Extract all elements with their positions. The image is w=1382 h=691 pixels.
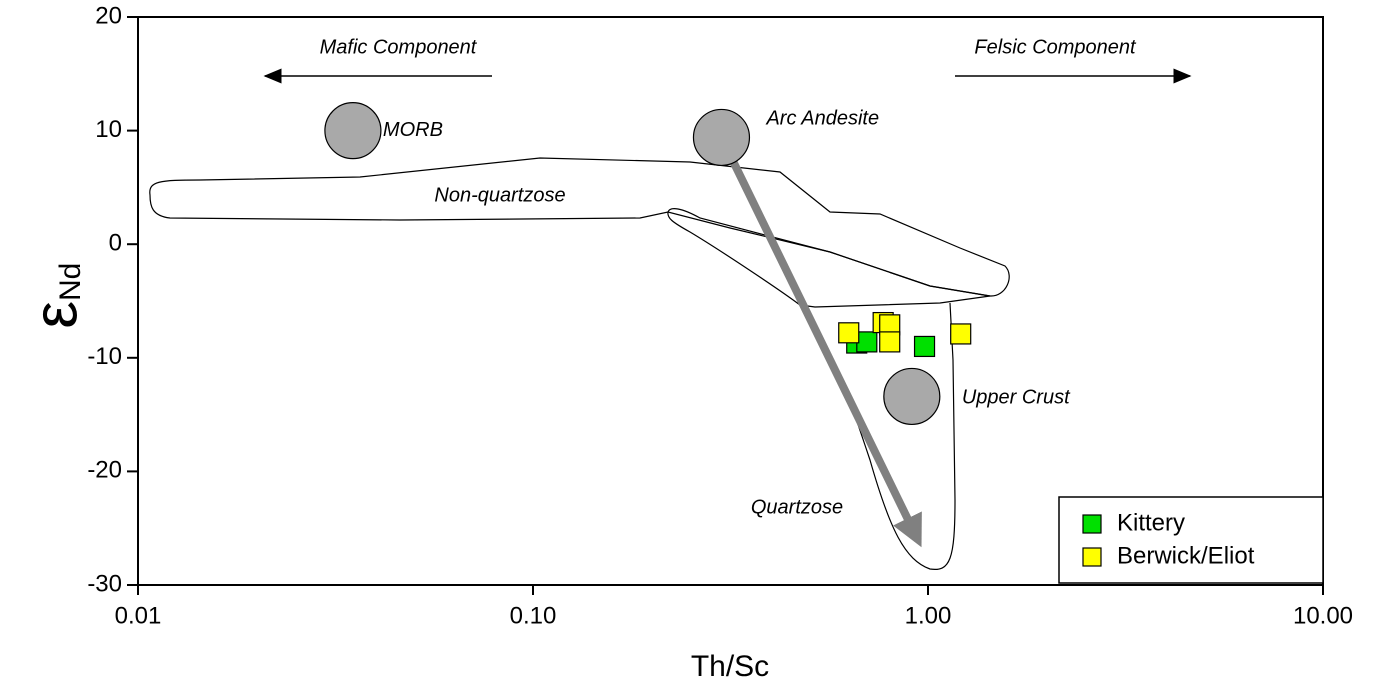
legend-swatch xyxy=(1082,547,1102,567)
annotation: Non-quartzose xyxy=(434,184,565,206)
reference-point xyxy=(324,102,382,160)
data-point xyxy=(838,322,860,344)
data-point xyxy=(950,323,972,345)
plot-frame xyxy=(137,16,1324,586)
y-axis-subscript: Nd xyxy=(54,263,87,301)
legend-swatch xyxy=(1082,514,1102,534)
data-point xyxy=(913,335,936,358)
y-tick-label: 20 xyxy=(95,2,122,29)
x-tick-label: 1.00 xyxy=(905,602,952,629)
annotation: Quartzose xyxy=(751,496,843,518)
legend-label: Berwick/Eliot xyxy=(1117,542,1255,569)
reference-label: Upper Crust xyxy=(962,387,1071,409)
trend-arrow xyxy=(717,135,922,548)
legend-box xyxy=(1058,496,1324,584)
y-tick-label: -30 xyxy=(87,570,122,597)
reference-label: MORB xyxy=(383,119,443,141)
y-axis-title: ε Nd xyxy=(21,263,90,329)
non-quartzose-field xyxy=(149,157,1010,297)
y-axis-symbol: ε xyxy=(21,301,90,329)
legend-label: Kittery xyxy=(1117,509,1185,536)
reference-label: Arc Andesite xyxy=(765,108,879,130)
y-tick-label: -10 xyxy=(87,343,122,370)
y-tick-label: -20 xyxy=(87,457,122,484)
reference-point xyxy=(692,108,751,167)
y-tick-label: 0 xyxy=(109,230,122,257)
y-tick-label: 10 xyxy=(95,116,122,143)
x-tick-label: 10.00 xyxy=(1293,602,1353,629)
x-tick-label: 0.01 xyxy=(115,602,162,629)
annotation: Felsic Component xyxy=(974,36,1137,58)
data-point xyxy=(879,331,901,353)
data-point xyxy=(856,331,878,353)
x-tick-label: 0.10 xyxy=(510,602,557,629)
annotation: Mafic Component xyxy=(320,36,478,58)
x-axis-title: Th/Sc xyxy=(691,650,769,683)
reference-point xyxy=(883,367,941,426)
